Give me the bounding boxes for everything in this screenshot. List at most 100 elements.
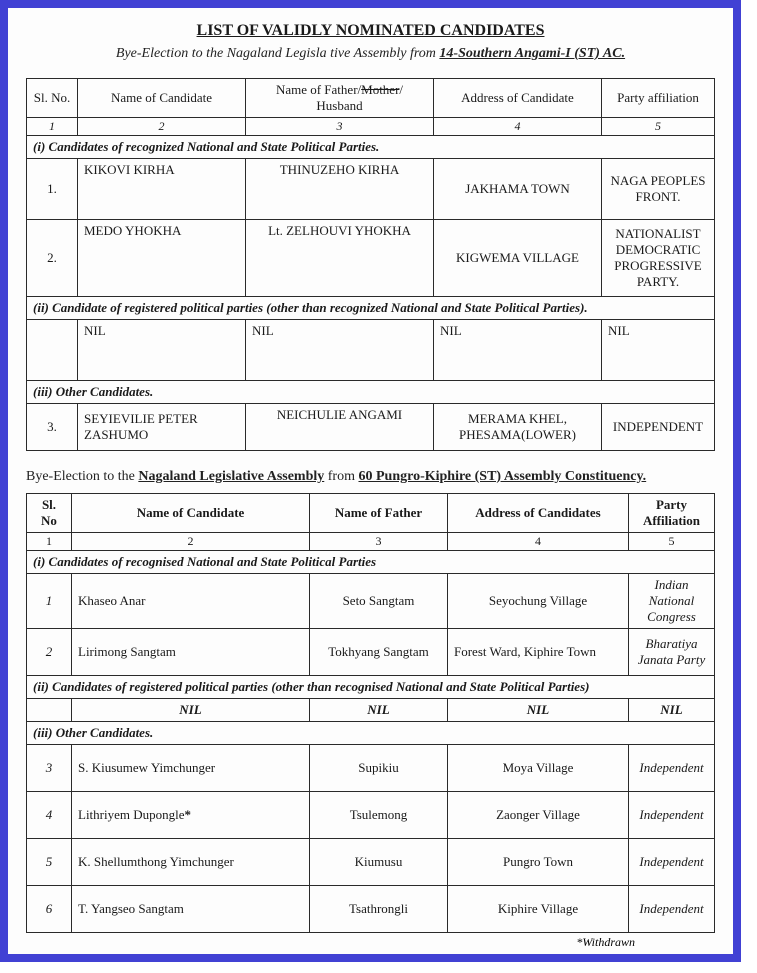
section-label: (i) Candidates of recognised National an…	[27, 551, 715, 574]
subtitle-2-pre: Bye-Election to the	[26, 469, 138, 484]
colnum: 4	[434, 118, 602, 136]
page-title: LIST OF VALIDLY NOMINATED CANDIDATES	[26, 22, 715, 40]
hdr-father-strike: Mother	[361, 82, 399, 97]
table-2-section-i: (i) Candidates of recognised National an…	[27, 551, 715, 574]
cell-addr: JAKHAMA TOWN	[434, 159, 602, 220]
cell-name-text: Lithriyem Dupongle	[78, 807, 185, 822]
cell-name: KIKOVI KIRHA	[78, 159, 246, 220]
cell-addr: Zaonger Village	[448, 792, 629, 839]
hdr-father-pre: Name of Father/	[276, 82, 361, 97]
subtitle-1-bold: 14-Southern Angami-I (ST) AC.	[439, 46, 625, 61]
colnum: 3	[246, 118, 434, 136]
cell-name: MEDO YHOKHA	[78, 220, 246, 297]
cell-addr: Pungro Town	[448, 839, 629, 886]
colnum: 1	[27, 118, 78, 136]
cell-addr: Seyochung Village	[448, 574, 629, 629]
section-label: (i) Candidates of recognized National an…	[27, 136, 715, 159]
cell-father: Lt. ZELHOUVI YHOKHA	[246, 220, 434, 297]
cell-sl	[27, 699, 72, 722]
cell-party: Independent	[629, 839, 715, 886]
hdr-addr: Address of Candidate	[434, 79, 602, 118]
cell-name: Lirimong Sangtam	[72, 629, 310, 676]
table-2-header: Sl. No Name of Candidate Name of Father …	[27, 494, 715, 533]
cell-name: NIL	[72, 699, 310, 722]
hdr-name: Name of Candidate	[72, 494, 310, 533]
cell-father: Tsathrongli	[310, 886, 448, 933]
cell-father: Supikiu	[310, 745, 448, 792]
colnum: 3	[310, 533, 448, 551]
cell-sl: 5	[27, 839, 72, 886]
table-row: NIL NIL NIL NIL	[27, 699, 715, 722]
cell-father: NIL	[310, 699, 448, 722]
colnum: 4	[448, 533, 629, 551]
cell-addr: KIGWEMA VILLAGE	[434, 220, 602, 297]
table-2-colnums: 1 2 3 4 5	[27, 533, 715, 551]
table-row: NIL NIL NIL NIL	[27, 320, 715, 381]
hdr-name: Name of Candidate	[78, 79, 246, 118]
cell-name: S. Kiusumew Yimchunger	[72, 745, 310, 792]
section-label: (iii) Other Candidates.	[27, 381, 715, 404]
document-frame: LIST OF VALIDLY NOMINATED CANDIDATES Bye…	[0, 0, 741, 962]
asterisk: *	[185, 807, 192, 822]
subtitle-2-u1: Nagaland Legislative Assembly	[138, 469, 324, 484]
section-label: (ii) Candidates of registered political …	[27, 676, 715, 699]
cell-sl	[27, 320, 78, 381]
section-label: (iii) Other Candidates.	[27, 722, 715, 745]
cell-sl: 1.	[27, 159, 78, 220]
cell-name: T. Yangseo Sangtam	[72, 886, 310, 933]
table-2-section-iii: (iii) Other Candidates.	[27, 722, 715, 745]
cell-party: Indian National Congress	[629, 574, 715, 629]
table-row: 5 K. Shellumthong Yimchunger Kiumusu Pun…	[27, 839, 715, 886]
cell-addr: Kiphire Village	[448, 886, 629, 933]
cell-party: NATIONALIST DEMOCRATIC PROGRESSIVE PARTY…	[602, 220, 715, 297]
table-1-colnums: 1 2 3 4 5	[27, 118, 715, 136]
cell-addr: Moya Village	[448, 745, 629, 792]
cell-addr: Forest Ward, Kiphire Town	[448, 629, 629, 676]
cell-sl: 6	[27, 886, 72, 933]
table-1: Sl. No. Name of Candidate Name of Father…	[26, 78, 715, 451]
table-1-section-iii: (iii) Other Candidates.	[27, 381, 715, 404]
table-row: 1. KIKOVI KIRHA THINUZEHO KIRHA JAKHAMA …	[27, 159, 715, 220]
cell-sl: 4	[27, 792, 72, 839]
table-2: Sl. No Name of Candidate Name of Father …	[26, 493, 715, 933]
colnum: 5	[629, 533, 715, 551]
colnum: 1	[27, 533, 72, 551]
table-row: 6 T. Yangseo Sangtam Tsathrongli Kiphire…	[27, 886, 715, 933]
subtitle-1: Bye-Election to the Nagaland Legisla tiv…	[26, 46, 715, 62]
cell-party: Independent	[629, 792, 715, 839]
cell-sl: 3.	[27, 404, 78, 451]
cell-father: Tokhyang Sangtam	[310, 629, 448, 676]
cell-father: Seto Sangtam	[310, 574, 448, 629]
hdr-party: Party Affiliation	[629, 494, 715, 533]
cell-father: NEICHULIE ANGAMI	[246, 404, 434, 451]
cell-sl: 2.	[27, 220, 78, 297]
table-row: 2 Lirimong Sangtam Tokhyang Sangtam Fore…	[27, 629, 715, 676]
cell-addr: NIL	[434, 320, 602, 381]
hdr-father: Name of Father	[310, 494, 448, 533]
colnum: 2	[78, 118, 246, 136]
hdr-addr: Address of Candidates	[448, 494, 629, 533]
subtitle-2-u2: 60 Pungro-Kiphire (ST) Assembly Constitu…	[358, 469, 646, 484]
cell-party: NIL	[629, 699, 715, 722]
cell-name: NIL	[78, 320, 246, 381]
cell-sl: 3	[27, 745, 72, 792]
cell-party: Independent	[629, 745, 715, 792]
section-label: (ii) Candidate of registered political p…	[27, 297, 715, 320]
hdr-party: Party affiliation	[602, 79, 715, 118]
table-row: 4 Lithriyem Dupongle* Tsulemong Zaonger …	[27, 792, 715, 839]
footnote: *Withdrawn	[26, 935, 715, 950]
cell-father: Kiumusu	[310, 839, 448, 886]
cell-party: Independent	[629, 886, 715, 933]
table-1-section-ii: (ii) Candidate of registered political p…	[27, 297, 715, 320]
table-2-section-ii: (ii) Candidates of registered political …	[27, 676, 715, 699]
subtitle-2-mid: from	[324, 469, 358, 484]
cell-addr: MERAMA KHEL, PHESAMA(LOWER)	[434, 404, 602, 451]
colnum: 5	[602, 118, 715, 136]
cell-party: Bharatiya Janata Party	[629, 629, 715, 676]
table-row: 2. MEDO YHOKHA Lt. ZELHOUVI YHOKHA KIGWE…	[27, 220, 715, 297]
hdr-sl: Sl. No	[27, 494, 72, 533]
cell-addr: NIL	[448, 699, 629, 722]
table-1-section-i: (i) Candidates of recognized National an…	[27, 136, 715, 159]
cell-party: NAGA PEOPLES FRONT.	[602, 159, 715, 220]
cell-name: Lithriyem Dupongle*	[72, 792, 310, 839]
